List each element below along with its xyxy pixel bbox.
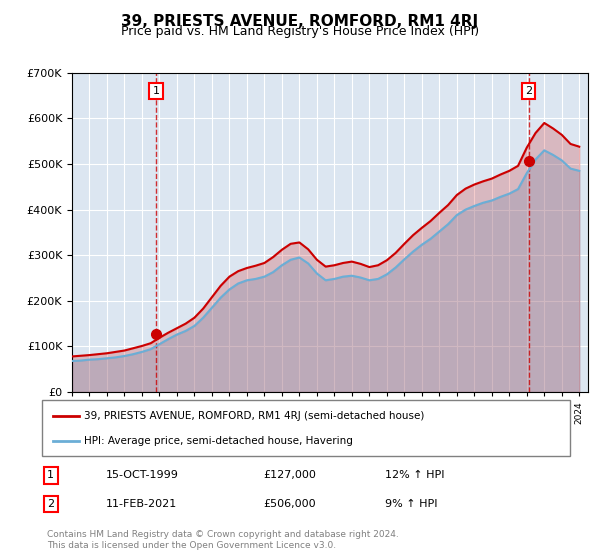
FancyBboxPatch shape [42,400,570,456]
Text: 39, PRIESTS AVENUE, ROMFORD, RM1 4RJ (semi-detached house): 39, PRIESTS AVENUE, ROMFORD, RM1 4RJ (se… [84,411,425,421]
Text: 15-OCT-1999: 15-OCT-1999 [106,470,178,480]
Text: 11-FEB-2021: 11-FEB-2021 [106,499,176,509]
Text: 9% ↑ HPI: 9% ↑ HPI [385,499,438,509]
Text: 12% ↑ HPI: 12% ↑ HPI [385,470,445,480]
Text: 2: 2 [525,86,532,96]
Text: Contains HM Land Registry data © Crown copyright and database right 2024.
This d: Contains HM Land Registry data © Crown c… [47,530,399,549]
Text: £127,000: £127,000 [264,470,317,480]
Text: 1: 1 [152,86,160,96]
Text: Price paid vs. HM Land Registry's House Price Index (HPI): Price paid vs. HM Land Registry's House … [121,25,479,38]
Text: £506,000: £506,000 [264,499,316,509]
Text: HPI: Average price, semi-detached house, Havering: HPI: Average price, semi-detached house,… [84,436,353,446]
Text: 1: 1 [47,470,54,480]
Text: 39, PRIESTS AVENUE, ROMFORD, RM1 4RJ: 39, PRIESTS AVENUE, ROMFORD, RM1 4RJ [121,14,479,29]
Text: 2: 2 [47,499,55,509]
